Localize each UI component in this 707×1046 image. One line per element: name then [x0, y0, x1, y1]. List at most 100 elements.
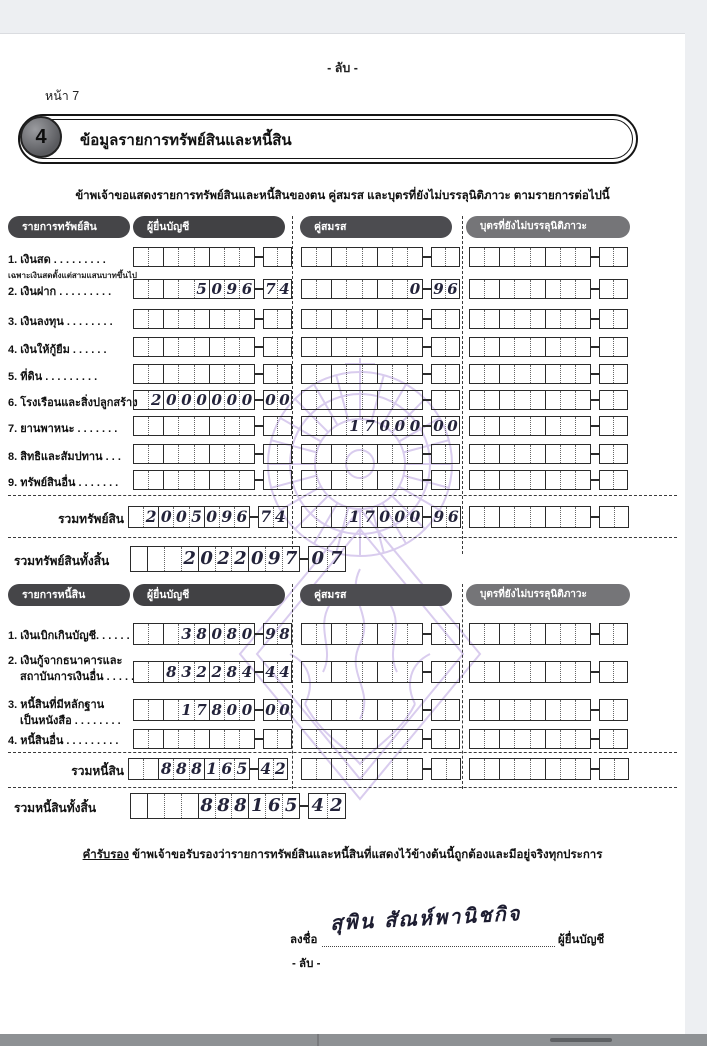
liability-3-children-amount-satang — [599, 699, 628, 721]
liability-row-label-4: 4. หนี้สินอื่น . . . . . . . . . — [8, 735, 119, 747]
liabilities-total-spouse — [301, 758, 423, 780]
asset-6-children-amount — [469, 390, 591, 410]
certification-heading: คำรับรอง — [82, 849, 129, 861]
assets-total-children-satang — [599, 506, 629, 528]
asset-row-note: เฉพาะเงินสดตั้งแต่สามแสนบาทขึ้นไป — [8, 271, 137, 280]
liability-2-children-amount — [469, 661, 591, 683]
asset-1-spouse-amount-satang — [431, 247, 460, 267]
assets-total-label: รวมทรัพย์สิน — [58, 512, 124, 526]
liabilities-total-children — [469, 758, 591, 780]
asset-3-children-amount — [469, 309, 591, 329]
liability-3-spouse-amount-satang — [431, 699, 460, 721]
asset-row-label-7: 7. ยานพาหนะ . . . . . . . — [8, 423, 118, 435]
asset-2-children-amount — [469, 279, 591, 299]
asset-9-children-amount — [469, 470, 591, 490]
classification-top: - ลับ - — [327, 61, 358, 75]
asset-8-declarant-amount-satang — [263, 444, 292, 464]
asset-1-spouse-amount — [301, 247, 423, 267]
viewer-top-strip — [0, 0, 707, 33]
assets-header-3: บุตรที่ยังไม่บรรลุนิติภาวะ — [466, 216, 630, 238]
liability-4-spouse-amount — [301, 729, 423, 749]
liability-2-children-amount-satang — [599, 661, 628, 683]
certification-text: ข้าพเจ้าขอรับรองว่ารายการทรัพย์สินและหนี… — [132, 849, 603, 861]
asset-1-declarant-amount — [133, 247, 255, 267]
asset-row-label-5: 5. ที่ดิน . . . . . . . . . — [8, 371, 98, 383]
asset-row-label-8: 8. สิทธิและสัมปทาน . . . — [8, 451, 121, 463]
liability-row-label-3: เป็นหนังสือ . . . . . . . . — [20, 715, 121, 727]
asset-2-spouse-amount: 0 — [301, 279, 423, 299]
asset-1-declarant-amount-satang — [263, 247, 292, 267]
liability-row-label-2: สถาบันการเงินอื่น . . . . . — [20, 671, 135, 683]
asset-4-children-amount-satang — [599, 337, 628, 357]
asset-4-declarant-amount-satang — [263, 337, 292, 357]
section-title: ข้อมูลรายการทรัพย์สินและหนี้สิน — [80, 132, 292, 149]
liability-4-children-amount — [469, 729, 591, 749]
bottom-bar-divider — [317, 1034, 319, 1046]
asset-7-children-amount-satang — [599, 416, 628, 436]
scrollbar-handle[interactable] — [550, 1038, 612, 1042]
assets-header-2: คู่สมรส — [300, 216, 452, 238]
asset-9-declarant-amount-satang — [263, 470, 292, 490]
asset-row-label-2: 2. เงินฝาก . . . . . . . . . — [8, 286, 112, 298]
asset-9-spouse-amount-satang — [431, 470, 460, 490]
signature-dotted-line — [322, 946, 555, 947]
liability-2-spouse-amount — [301, 661, 423, 683]
asset-4-declarant-amount — [133, 337, 255, 357]
certification-statement: คำรับรอง ข้าพเจ้าขอรับรองว่ารายการทรัพย์… — [0, 846, 685, 864]
asset-row-label-9: 9. ทรัพย์สินอื่น . . . . . . . — [8, 477, 119, 489]
liability-1-children-amount — [469, 623, 591, 645]
liabilities-header-3: บุตรที่ยังไม่บรรลุนิติภาวะ — [466, 584, 630, 606]
asset-4-children-amount — [469, 337, 591, 357]
asset-6-spouse-amount — [301, 390, 423, 410]
asset-9-spouse-amount — [301, 470, 423, 490]
asset-5-children-amount — [469, 364, 591, 384]
asset-7-declarant-amount — [133, 416, 255, 436]
asset-row-label-6: 6. โรงเรือนและสิ่งปลูกสร้าง — [8, 397, 138, 409]
sign-label: ลงชื่อ — [290, 934, 318, 946]
liability-2-spouse-amount-satang — [431, 661, 460, 683]
asset-7-declarant-amount-satang — [263, 416, 292, 436]
royal-emblem-watermark — [238, 358, 482, 801]
liabilities-total-label: รวมหนี้สิน — [71, 764, 124, 778]
asset-8-declarant-amount — [133, 444, 255, 464]
asset-row-label-1: 1. เงินสด . . . . . . . . . — [8, 254, 106, 266]
viewer-right-strip — [685, 33, 707, 1034]
intro-statement: ข้าพเจ้าขอแสดงรายการทรัพย์สินและหนี้สินข… — [75, 190, 610, 202]
asset-4-spouse-amount — [301, 337, 423, 357]
liability-1-children-amount-satang — [599, 623, 628, 645]
liability-row-label-1: 1. เงินเบิกเกินบัญชี. . . . . . — [8, 630, 130, 642]
liability-1-spouse-amount-satang — [431, 623, 460, 645]
liabilities-total-children-satang — [599, 758, 629, 780]
scanned-document-page: - ลับ - หน้า 7 4 ข้อมูลรายการทรัพย์สินแล… — [0, 33, 685, 1035]
assets-grand-total-label: รวมทรัพย์สินทั้งสิ้น — [14, 554, 110, 568]
asset-9-declarant-amount — [133, 470, 255, 490]
liability-4-declarant-amount-satang — [263, 729, 292, 749]
asset-5-spouse-amount — [301, 364, 423, 384]
assets-header-1: ผู้ยื่นบัญชี — [133, 216, 285, 238]
assets-header-0: รายการทรัพย์สิน — [8, 216, 130, 238]
asset-9-children-amount-satang — [599, 470, 628, 490]
signer-role: ผู้ยื่นบัญชี — [558, 934, 605, 946]
asset-8-spouse-amount — [301, 444, 423, 464]
asset-8-children-amount — [469, 444, 591, 464]
asset-8-spouse-amount-satang — [431, 444, 460, 464]
liabilities-header-1: ผู้ยื่นบัญชี — [133, 584, 285, 606]
asset-3-spouse-amount — [301, 309, 423, 329]
liability-3-children-amount — [469, 699, 591, 721]
liabilities-header-2: คู่สมรส — [300, 584, 452, 606]
